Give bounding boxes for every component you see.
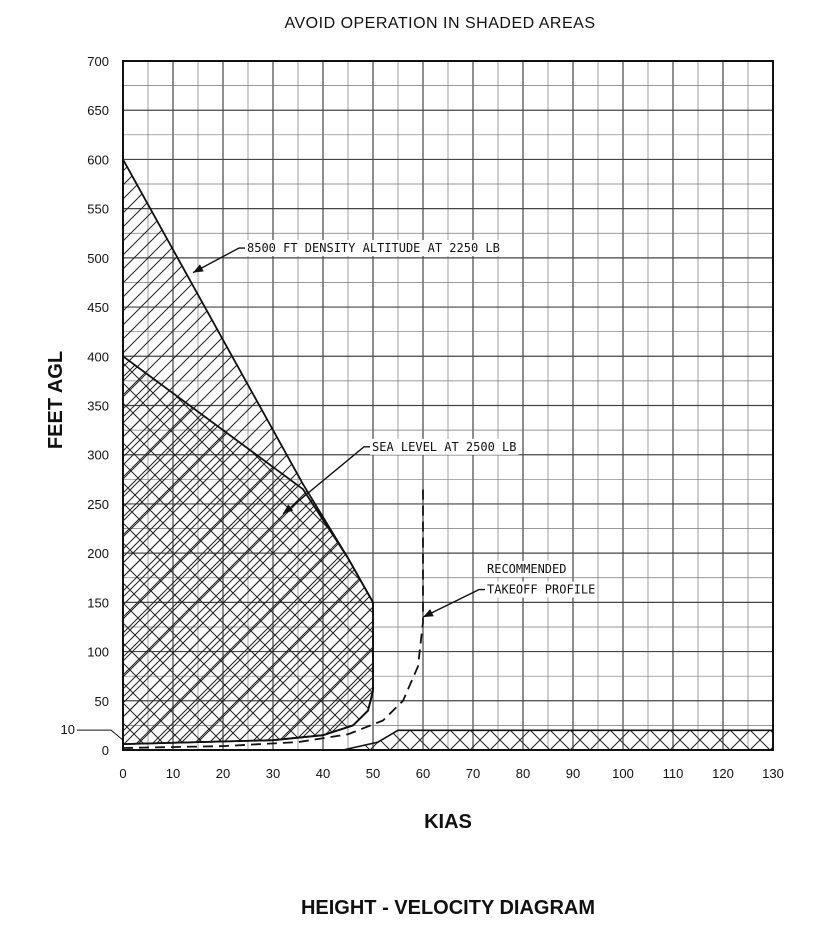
annotation-label-3: TAKEOFF PROFILE — [487, 583, 595, 597]
annotation-bg-3 — [485, 581, 598, 598]
chart-title: AVOID OPERATION IN SHADED AREAS — [285, 15, 596, 32]
annotation-label-2: RECOMMENDED — [487, 562, 566, 576]
plot-frame — [122, 60, 774, 751]
y-tick-label: 500 — [87, 251, 109, 266]
y-tick-label: 600 — [87, 152, 109, 167]
x-tick-label: 110 — [663, 766, 684, 781]
y-tick-label: 300 — [87, 448, 109, 463]
x-tick-labels: 0 10 20 30 40 50 60 70 80 90 100 110 120 130 — [119, 766, 783, 781]
y-tick-label: 550 — [87, 202, 109, 217]
x-tick-label: 90 — [566, 766, 580, 781]
annotation-bg-0 — [245, 240, 502, 257]
chart-subtitle: HEIGHT - VELOCITY DIAGRAM — [301, 897, 595, 919]
y-tick-label: 400 — [87, 349, 109, 364]
annotation-bg-1 — [370, 438, 519, 455]
x-tick-label: 120 — [712, 766, 734, 781]
annotations: 8500 FT DENSITY ALTITUDE AT 2250 LB SEA L… — [192, 240, 598, 618]
annotation-arrowhead-3 — [423, 609, 434, 618]
x-tick-label: 70 — [466, 766, 480, 781]
y-tick-labels: 0 50 100 150 200 250 300 350 400 450 500 550 600 650 7… — [61, 54, 124, 758]
x-tick-label: 20 — [216, 766, 230, 781]
annotation-leader-3 — [422, 588, 485, 618]
annotation-leader-1 — [282, 446, 370, 515]
y-tick-label: 150 — [87, 595, 109, 610]
series-lines — [122, 158, 424, 749]
y-axis-label: FEET AGL — [45, 351, 67, 449]
annotation-bg-2 — [485, 560, 569, 577]
x-tick-label: 50 — [366, 766, 380, 781]
y-tick-label: 0 — [102, 743, 109, 758]
shaded-region-1 — [123, 356, 373, 745]
y-extra-tick-label: 10 — [61, 722, 75, 737]
x-tick-label: 40 — [316, 766, 330, 781]
annotation-label-1: SEA LEVEL AT 2500 LB — [372, 440, 517, 454]
annotation-arrowhead-0 — [193, 264, 204, 273]
y-tick-label: 650 — [87, 103, 109, 118]
high-speed-shaded-band — [343, 730, 773, 750]
x-axis-label: KIAS — [424, 811, 472, 833]
x-tick-label: 30 — [266, 766, 280, 781]
y-tick-label: 450 — [87, 300, 109, 315]
x-tick-label: 130 — [762, 766, 784, 781]
y-tick-label: 350 — [87, 399, 109, 414]
annotation-arrowhead-1 — [283, 504, 294, 514]
x-tick-label: 10 — [166, 766, 180, 781]
y-tick-label: 100 — [87, 645, 109, 660]
y-extra-tick-leader — [77, 729, 124, 741]
x-tick-label: 80 — [516, 766, 530, 781]
y-tick-label: 700 — [87, 54, 109, 69]
x-tick-label: 0 — [119, 766, 126, 781]
y-tick-label: 200 — [87, 546, 109, 561]
series-line-2 — [122, 484, 424, 749]
high-speed-band-boundary — [342, 729, 773, 751]
x-tick-label: 100 — [612, 766, 634, 781]
series-line-1 — [122, 355, 374, 745]
x-tick-label: 60 — [416, 766, 430, 781]
y-tick-label: 250 — [87, 497, 109, 512]
annotation-leader-0 — [192, 247, 245, 274]
shaded-areas — [123, 159, 773, 751]
grid-lines — [122, 60, 774, 751]
y-tick-label: 50 — [95, 694, 109, 709]
annotation-label-0: 8500 FT DENSITY ALTITUDE AT 2250 LB — [247, 241, 500, 255]
